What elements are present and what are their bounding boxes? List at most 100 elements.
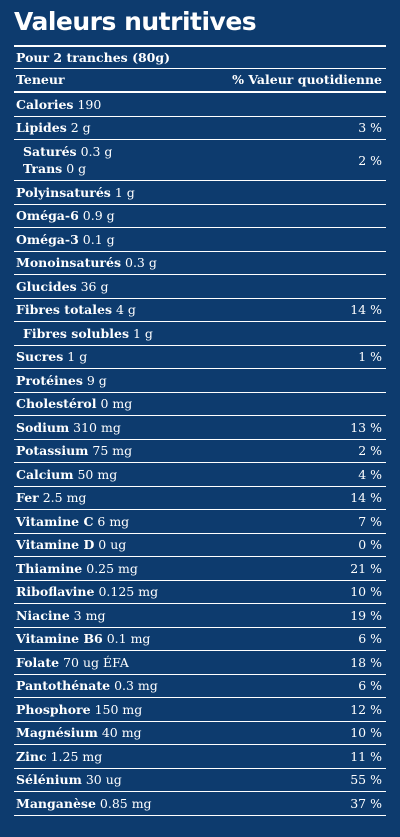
nutrient-name: Monoinsaturés	[16, 255, 122, 271]
nutrient-name: Oméga-6	[16, 208, 79, 224]
sub-nutrient-group: Saturés 0.3 g Trans 0 g	[16, 143, 112, 177]
nutrient-label: Cholestérol 0 mg	[16, 396, 132, 411]
nutrient-amount: 2.5 mg	[42, 490, 87, 506]
nutrient-label: Sodium 310 mg	[16, 420, 121, 435]
nutrient-name: Manganèse	[16, 795, 96, 811]
nutrient-label: Sélénium 30 ug	[16, 772, 122, 787]
nutrient-name: Fibres totales	[16, 302, 113, 318]
table-row: Manganèse 0.85 mg 37 %	[14, 792, 386, 816]
nutrient-label: Lipides 2 g	[16, 120, 91, 135]
nutrient-name: Niacine	[16, 607, 70, 623]
table-row: Protéines 9 g	[14, 369, 386, 393]
table-row: Vitamine B6 0.1 mg 6 %	[14, 628, 386, 651]
table-row: Folate 70 ug ÉFA 18 %	[14, 651, 386, 675]
nutrient-label: Manganèse 0.85 mg	[16, 796, 152, 811]
nutrient-name: Fer	[16, 490, 39, 506]
nutrient-amount: 1 g	[114, 184, 135, 200]
daily-value-percent: 0 %	[358, 537, 382, 553]
table-row: Niacine 3 mg 19 %	[14, 604, 386, 628]
nutrient-amount: 0 ug	[98, 537, 127, 553]
table-row: Phosphore 150 mg 12 %	[14, 698, 386, 722]
nutrient-amount: 9 g	[86, 372, 107, 388]
header-dv-label: % Valeur quotidienne	[232, 72, 382, 87]
daily-value-percent: 4 %	[358, 466, 382, 482]
nutrient-label: Fibres totales 4 g	[16, 302, 136, 317]
table-row: Lipides 2 g 3 %	[14, 117, 386, 140]
nutrient-label: Folate 70 ug ÉFA	[16, 655, 129, 670]
nutrient-amount: 36 g	[80, 278, 109, 294]
nutrient-label: Riboflavine 0.125 mg	[16, 584, 158, 599]
nutrient-label: Calcium 50 mg	[16, 467, 117, 482]
daily-value-percent: 6 %	[358, 631, 382, 647]
table-row: Oméga-6 0.9 g	[14, 205, 386, 228]
nutrient-name: Calories	[16, 96, 74, 112]
nutrient-amount: 2 g	[70, 120, 91, 136]
table-row: Calcium 50 mg 4 %	[14, 463, 386, 487]
table-header: Teneur % Valeur quotidienne	[14, 68, 386, 93]
nutrient-name: Polyinsaturés	[16, 184, 111, 200]
nutrient-amount: 0.25 mg	[86, 560, 138, 576]
daily-value-percent: 6 %	[358, 678, 382, 694]
nutrient-name: Vitamine D	[16, 537, 95, 553]
daily-value-percent: 18 %	[350, 654, 382, 670]
nutrient-amount: 50 mg	[77, 466, 118, 482]
table-row: Zinc 1.25 mg 11 %	[14, 745, 386, 769]
nutrient-label: Zinc 1.25 mg	[16, 749, 102, 764]
daily-value-percent: 13 %	[350, 419, 382, 435]
nutrient-name: Vitamine C	[16, 513, 94, 529]
nutrient-amount: 40 mg	[101, 725, 142, 741]
nutrient-label: Pantothénate 0.3 mg	[16, 678, 158, 693]
table-row: Fer 2.5 mg 14 %	[14, 487, 386, 510]
daily-value-percent: 37 %	[350, 795, 382, 811]
nutrient-amount: 310 mg	[73, 419, 121, 435]
nutrient-amount: 0.9 g	[82, 208, 115, 224]
nutrient-amount: 1 g	[67, 349, 88, 365]
serving-size: Pour 2 tranches (80g)	[14, 45, 386, 68]
nutrient-amount: 1.25 mg	[50, 748, 103, 764]
nutrient-amount: 70 ug ÉFA	[63, 654, 129, 670]
table-row: Monoinsaturés 0.3 g	[14, 252, 386, 275]
daily-value-percent: 2 %	[358, 443, 382, 459]
daily-value-percent: 1 %	[358, 349, 382, 365]
nutrient-amount: 150 mg	[94, 701, 143, 717]
daily-value-percent: 12 %	[350, 701, 382, 717]
table-row: Magnésium 40 mg 10 %	[14, 722, 386, 745]
nutrient-name: Sélénium	[16, 772, 82, 788]
nutrient-label: Thiamine 0.25 mg	[16, 561, 138, 576]
nutrient-name: Cholestérol	[16, 396, 97, 412]
nutrient-name: Oméga-3	[16, 231, 79, 247]
panel-title: Valeurs nutritives	[14, 7, 257, 36]
nutrient-amount: 0.3 g	[125, 255, 157, 271]
nutrient-name: Zinc	[16, 748, 47, 764]
nutrient-label: Magnésium 40 mg	[16, 725, 142, 740]
nutrient-amount: 0 mg	[100, 396, 133, 412]
nutrient-name: Glucides	[16, 278, 77, 294]
nutrient-name: Sodium	[16, 419, 70, 435]
table-row: Oméga-3 0.1 g	[14, 228, 386, 252]
table-row: Pantothénate 0.3 mg 6 %	[14, 675, 386, 698]
table-row: Thiamine 0.25 mg 21 %	[14, 557, 386, 581]
nutrient-name: Thiamine	[16, 560, 83, 576]
daily-value-percent: 14 %	[350, 490, 382, 506]
table-row: Fibres solubles 1 g	[14, 322, 386, 346]
nutrient-name: Potassium	[16, 443, 89, 459]
nutrient-name: Protéines	[16, 372, 83, 388]
nutrient-label: Phosphore 150 mg	[16, 702, 142, 717]
nutrient-amount: 30 ug	[85, 772, 122, 788]
table-row: Sélénium 30 ug 55 %	[14, 769, 386, 792]
table-row: Fibres totales 4 g 14 %	[14, 299, 386, 322]
sub-nutrient-line: Trans 0 g	[23, 160, 112, 177]
nutrient-name: Trans	[23, 161, 63, 176]
table-row: Riboflavine 0.125 mg 10 %	[14, 581, 386, 604]
nutrient-name: Phosphore	[16, 701, 91, 717]
table-row: Polyinsaturés 1 g	[14, 181, 386, 205]
table-row: Glucides 36 g	[14, 275, 386, 299]
table-row: Sodium 310 mg 13 %	[14, 416, 386, 440]
nutrient-label: Polyinsaturés 1 g	[16, 185, 135, 200]
daily-value-percent: 14 %	[350, 302, 382, 318]
daily-value-percent: 11 %	[350, 748, 382, 764]
nutrient-label: Niacine 3 mg	[16, 608, 105, 623]
table-row: Potassium 75 mg 2 %	[14, 440, 386, 463]
nutrient-label: Potassium 75 mg	[16, 443, 132, 458]
